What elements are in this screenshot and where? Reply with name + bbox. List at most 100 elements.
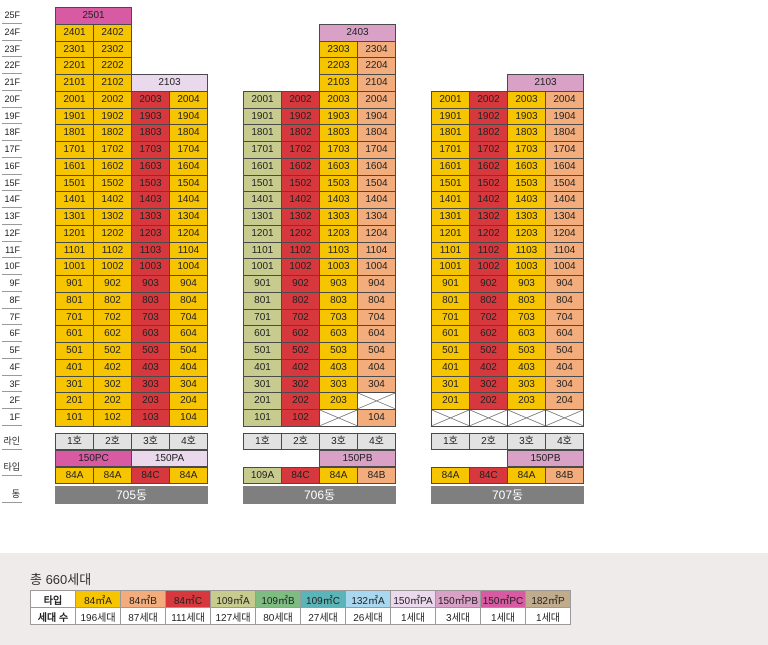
unit-cell: 2104 [357, 74, 396, 92]
floor-label: 24F [4, 26, 20, 37]
floor-label: 4F [9, 361, 20, 372]
unit-cell: 701 [243, 308, 282, 327]
unit-cell: 1002 [93, 258, 132, 276]
type-label: 84A [431, 467, 470, 484]
unit-cell: 1904 [545, 107, 584, 126]
unit-cell: 1704 [545, 141, 584, 159]
unit-cell: 1403 [507, 191, 546, 209]
floor-divider [2, 290, 22, 292]
floor-divider [2, 374, 22, 376]
unit-cell: 904 [545, 275, 584, 293]
unit-cell: 803 [319, 291, 358, 310]
legend-type-cell: 150㎡PC [480, 590, 526, 608]
unit-cell: 1301 [431, 208, 470, 226]
unit-cell: 1802 [469, 124, 508, 142]
unit-cell: 303 [319, 375, 358, 394]
line-label: 1호 [431, 433, 470, 450]
unit-cell: 803 [131, 291, 170, 310]
type-label: 84A [93, 467, 132, 484]
unit-cell: 1502 [281, 174, 320, 193]
unit-cell: 1602 [281, 157, 320, 176]
line-label: 1호 [55, 433, 94, 450]
unit-cell: 1602 [93, 157, 132, 176]
unit-cell: 1102 [469, 241, 508, 260]
floor-label: 14F [4, 194, 20, 205]
penthouse-unit-cell: 2403 [319, 23, 396, 42]
unit-cell: 604 [169, 325, 208, 343]
unit-cell: 1604 [545, 157, 584, 176]
legend-count-cell: 87세대 [120, 607, 166, 625]
unit-cell: 404 [169, 358, 208, 377]
type-label: 84A [507, 467, 546, 484]
unit-cell: 1702 [281, 141, 320, 159]
unit-cell: 201 [431, 392, 470, 410]
floor-label: 3F [9, 378, 20, 389]
penthouse-type-label: 150PB [319, 450, 396, 467]
unit-cell: 603 [131, 325, 170, 343]
total-households: 총 660세대 [30, 572, 92, 587]
legend-count-cell: 80세대 [255, 607, 301, 625]
unit-cell: 701 [55, 308, 94, 327]
empty-unit-cell [357, 392, 396, 410]
unit-cell: 602 [93, 325, 132, 343]
unit-cell: 904 [357, 275, 396, 293]
unit-cell: 402 [281, 358, 320, 377]
unit-cell: 603 [319, 325, 358, 343]
unit-cell: 701 [431, 308, 470, 327]
legend-count-cell: 26세대 [345, 607, 391, 625]
unit-cell: 1502 [469, 174, 508, 193]
legend-type-cell: 109㎡C [300, 590, 346, 608]
unit-cell: 2001 [243, 90, 282, 109]
unit-cell: 1802 [281, 124, 320, 142]
unit-cell: 1402 [469, 191, 508, 209]
unit-cell: 1201 [55, 224, 94, 243]
unit-cell: 201 [243, 392, 282, 410]
unit-cell: 1304 [357, 208, 396, 226]
summary-panel: 총 660세대 타입 84㎡A 84㎡B 84㎡C 109㎡A 109㎡B 109㎡C 13… [0, 553, 768, 645]
type-legend-table: 타입 84㎡A 84㎡B 84㎡C 109㎡A 109㎡B 109㎡C 132㎡A 150㎡P… [30, 590, 571, 625]
floor-label: 10F [4, 261, 20, 272]
unit-cell: 204 [545, 392, 584, 410]
unit-cell: 803 [507, 291, 546, 310]
row-divider [2, 475, 22, 476]
unit-cell: 403 [131, 358, 170, 377]
unit-cell: 1204 [169, 224, 208, 243]
legend-type-cell: 84㎡C [165, 590, 211, 608]
line-label: 4호 [169, 433, 208, 450]
unit-cell: 1801 [55, 124, 94, 142]
unit-cell: 502 [93, 342, 132, 360]
legend-count-header: 세대 수 [30, 607, 76, 625]
line-label: 2호 [469, 433, 508, 450]
unit-cell: 1304 [545, 208, 584, 226]
unit-cell: 2103 [319, 74, 358, 92]
unit-cell: 1101 [243, 241, 282, 260]
type-label: 84B [545, 467, 584, 484]
unit-cell: 401 [431, 358, 470, 377]
unit-cell: 703 [131, 308, 170, 327]
legend-type-header: 타입 [30, 590, 76, 608]
building-name: 707동 [431, 486, 584, 504]
unit-cell: 1902 [469, 107, 508, 126]
legend-count-cell: 1세대 [525, 607, 571, 625]
unit-cell: 704 [357, 308, 396, 327]
floor-label: 17F [4, 144, 20, 154]
unit-cell: 1901 [431, 107, 470, 126]
penthouse-unit-cell: 2103 [131, 74, 208, 92]
unit-cell: 1603 [319, 157, 358, 176]
unit-cell: 601 [243, 325, 282, 343]
unit-cell: 303 [131, 375, 170, 394]
row-label-building: 동 [11, 489, 20, 499]
unit-cell: 1602 [469, 157, 508, 176]
unit-cell: 1904 [169, 107, 208, 126]
floor-divider [2, 156, 22, 158]
unit-cell: 1402 [281, 191, 320, 209]
unit-cell: 1204 [357, 224, 396, 243]
legend-type-cell: 132㎡A [345, 590, 391, 608]
unit-cell: 1802 [93, 124, 132, 142]
unit-cell: 2101 [55, 74, 94, 92]
unit-cell: 901 [243, 275, 282, 293]
unit-cell: 2003 [319, 90, 358, 109]
legend-type-cell: 84㎡A [75, 590, 121, 608]
unit-cell: 901 [55, 275, 94, 293]
floor-label: 11F [5, 244, 20, 255]
